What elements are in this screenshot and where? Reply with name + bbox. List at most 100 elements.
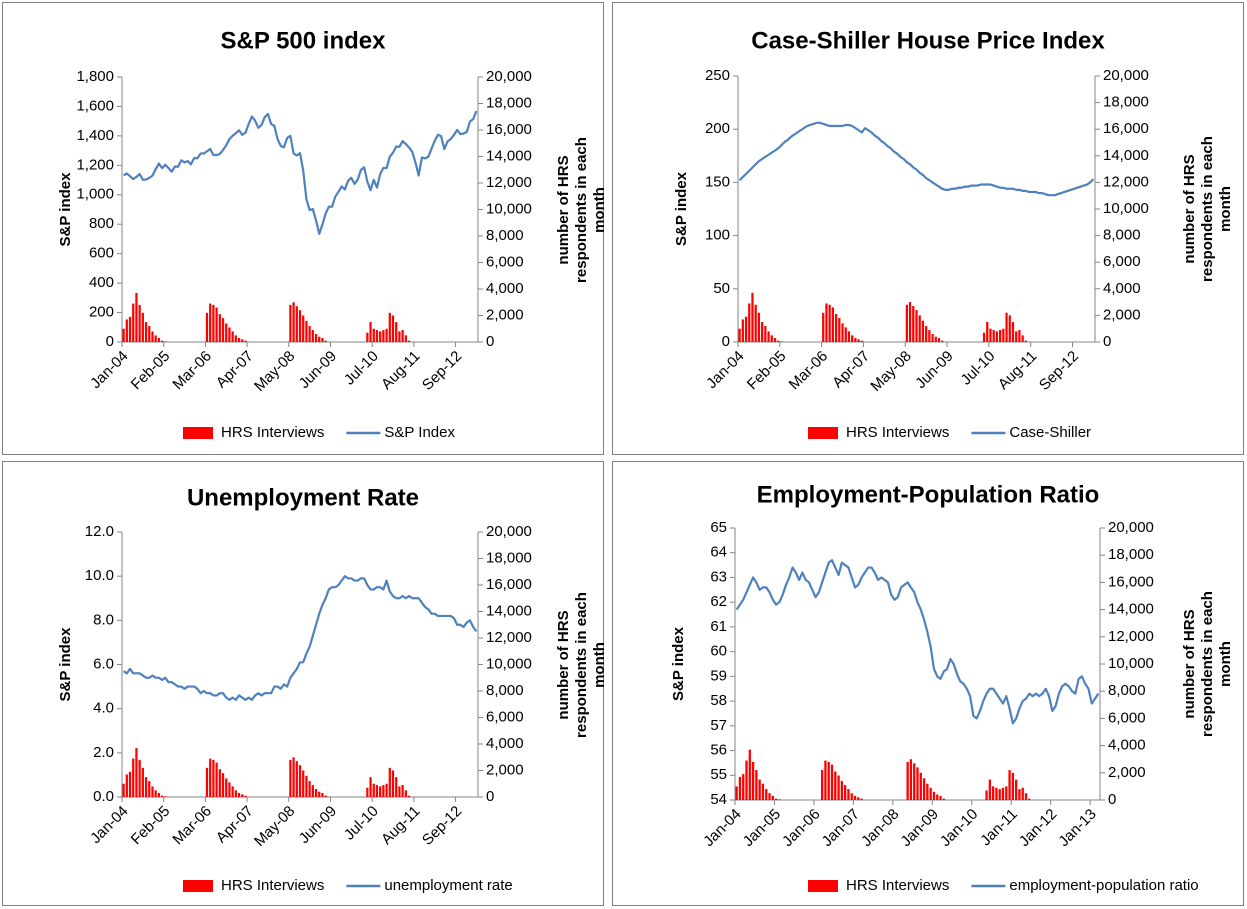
bar xyxy=(906,761,909,800)
y-tick-label: 60 xyxy=(710,643,727,660)
bar xyxy=(289,759,292,797)
y-tick-label: 62 xyxy=(710,593,727,610)
bar xyxy=(1005,312,1008,342)
bar xyxy=(372,783,375,797)
bar xyxy=(942,798,945,800)
bar xyxy=(209,303,212,342)
bar xyxy=(164,796,167,797)
bar xyxy=(395,777,398,797)
y2-tick-label: 0 xyxy=(1108,791,1116,808)
bar xyxy=(398,786,401,797)
y2-tick-label: 10,000 xyxy=(1108,655,1154,672)
x-tick-label: Jan-13 xyxy=(1055,806,1099,850)
bar xyxy=(1028,798,1031,800)
y-tick-label: 200 xyxy=(705,120,730,137)
y2-tick-label: 20,000 xyxy=(486,523,532,540)
legend-label: HRS Interviews xyxy=(221,424,324,441)
bar xyxy=(1021,335,1024,342)
bar xyxy=(314,789,318,797)
bar xyxy=(998,330,1002,342)
bar xyxy=(921,320,925,342)
chart-title: Unemployment Rate xyxy=(187,484,419,511)
panel xyxy=(2,2,604,455)
bar xyxy=(318,791,321,797)
y2-tick-label: 4,000 xyxy=(1108,737,1146,754)
bar xyxy=(928,330,931,342)
y-tick-label: 400 xyxy=(89,274,114,291)
bar xyxy=(1002,328,1005,342)
y2-tick-label: 6,000 xyxy=(1103,253,1141,270)
x-tick-label: Apr-07 xyxy=(213,348,257,392)
bar xyxy=(765,789,768,800)
bar xyxy=(151,331,154,342)
bar xyxy=(302,315,305,342)
y2-axis-label: number of HRS respondents in each month xyxy=(1181,136,1234,282)
bar xyxy=(860,340,863,342)
bar xyxy=(844,785,847,800)
bar xyxy=(742,774,745,800)
y2-tick-label: 6,000 xyxy=(486,253,524,270)
bar xyxy=(395,322,398,342)
bar xyxy=(770,335,773,342)
bar xyxy=(292,757,295,797)
bar xyxy=(401,330,404,342)
x-tick-label: Jun-09 xyxy=(296,803,340,847)
bar xyxy=(989,328,992,342)
bar xyxy=(827,761,830,800)
y-tick-label: 0.0 xyxy=(93,788,114,805)
y-tick-label: 65 xyxy=(710,519,727,536)
bar xyxy=(777,340,780,342)
y2-tick-label: 2,000 xyxy=(1108,764,1146,781)
legend-label: Case-Shiller xyxy=(1009,424,1091,441)
bar xyxy=(128,771,132,797)
y2-tick-label: 10,000 xyxy=(486,200,532,217)
x-tick-label: Aug-11 xyxy=(378,348,423,393)
y-tick-label: 12.0 xyxy=(85,523,114,540)
y-axis-label: S&P index xyxy=(57,627,74,702)
bar xyxy=(918,315,921,342)
bar xyxy=(295,306,298,342)
bar xyxy=(138,759,141,797)
y2-tick-label: 10,000 xyxy=(1103,200,1149,217)
y2-tick-label: 12,000 xyxy=(486,174,532,191)
bar xyxy=(741,319,744,342)
bar xyxy=(311,785,314,797)
bar xyxy=(854,338,857,342)
y2-tick-label: 14,000 xyxy=(1103,147,1149,164)
bar xyxy=(916,767,919,800)
bar xyxy=(228,327,231,342)
bar xyxy=(774,798,778,800)
x-tick-label: Apr-07 xyxy=(829,348,873,392)
bar xyxy=(302,770,305,797)
bar xyxy=(824,760,827,800)
x-tick-label: Jan-07 xyxy=(819,806,863,850)
bar xyxy=(780,341,783,342)
bar xyxy=(298,765,302,797)
y2-tick-label: 8,000 xyxy=(1103,227,1141,244)
bar xyxy=(751,761,755,800)
bar xyxy=(995,331,999,342)
bar xyxy=(915,310,918,342)
bar xyxy=(241,794,244,797)
bar xyxy=(751,292,754,342)
bar xyxy=(379,331,382,342)
bar xyxy=(132,303,135,342)
y2-tick-label: 14,000 xyxy=(486,147,532,164)
bar xyxy=(385,783,388,797)
y2-tick-label: 20,000 xyxy=(1103,67,1149,84)
bar xyxy=(314,334,318,342)
x-tick-label: Jan-04 xyxy=(700,806,744,850)
bar xyxy=(308,326,311,342)
x-tick-label: Feb-05 xyxy=(744,348,790,394)
bar xyxy=(125,319,128,342)
bar xyxy=(160,340,164,342)
bar xyxy=(1018,789,1021,800)
y-tick-label: 57 xyxy=(710,717,727,734)
bar xyxy=(768,793,771,800)
bar xyxy=(1014,779,1018,800)
x-tick-label: Jan-04 xyxy=(87,803,131,847)
y2-tick-label: 8,000 xyxy=(1108,682,1146,699)
bar xyxy=(1008,770,1011,800)
